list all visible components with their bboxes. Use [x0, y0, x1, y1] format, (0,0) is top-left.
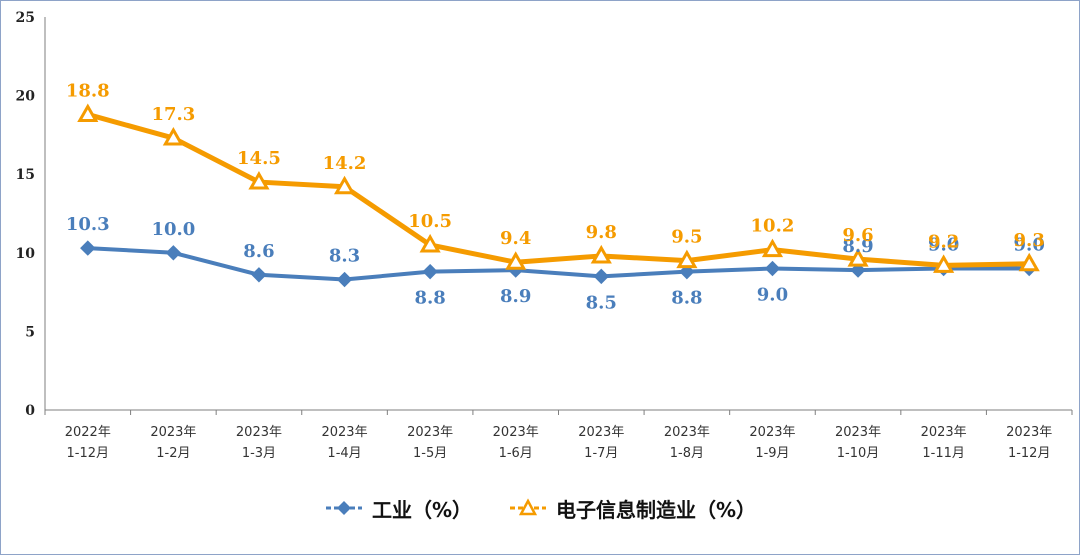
industry-point-marker [764, 260, 781, 277]
x-tick-label-year: 2023年 [493, 425, 539, 440]
x-tick-label-year: 2023年 [150, 425, 196, 440]
industry-data-label: 8.5 [586, 292, 617, 313]
industry-data-label: 8.8 [414, 288, 445, 309]
industry-point-marker [422, 263, 438, 280]
y-tick-label: 10 [16, 246, 36, 262]
x-tick-label-period: 1-5月 [413, 446, 447, 461]
series-layer [77, 103, 1040, 288]
electronics-data-label: 14.2 [323, 153, 367, 174]
x-tick-label-year: 2023年 [921, 425, 967, 440]
electronics-point-marker [333, 175, 356, 195]
legend-label-electronics: 电子信息制造业（%） [556, 497, 757, 522]
electronics-data-label: 18.8 [66, 80, 110, 101]
electronics-data-label: 17.3 [151, 104, 195, 125]
series-line-electronics [87, 112, 1030, 268]
industry-point-marker [679, 263, 695, 280]
industry-point-marker [80, 240, 96, 256]
x-tick-label-period: 1-11月 [922, 446, 965, 461]
industry-point-marker [593, 268, 609, 285]
electronics-point-marker [419, 233, 441, 253]
electronics-point-marker [162, 127, 184, 146]
x-tick-label-year: 2023年 [578, 425, 624, 440]
electronics-data-label: 9.2 [928, 231, 959, 252]
electronics-data-label: 9.8 [586, 222, 617, 243]
blue-diamond-line-icon [325, 501, 362, 515]
industry-data-label: 9.0 [1014, 235, 1045, 256]
x-tick-label-period: 1-9月 [755, 446, 789, 461]
electronics-point-marker [933, 254, 955, 273]
electronics-data-label: 9.5 [671, 227, 702, 248]
electronics-data-label: 10.5 [408, 211, 452, 232]
x-tick-label-period: 1-12月 [1008, 446, 1051, 461]
electronics-point-marker [590, 244, 612, 264]
x-tick-label-period: 1-7月 [584, 446, 618, 461]
legend-item-industry: 工业（%） [324, 494, 472, 523]
industry-data-label: 9.0 [757, 285, 788, 306]
x-tick-label-year: 2023年 [749, 425, 795, 440]
industry-data-label: 8.6 [243, 241, 274, 262]
x-axis-ticks: 2022年 1-12月 2023年 1-2月 2023年 1-3月 2023年 1-4月 202… [44, 410, 1073, 461]
data-labels: 10.3 10.0 8.6 8.3 8.8 8.9 8.5 8.8 9.0 8.9 9.0 9.0 18… [66, 80, 1045, 313]
series-line-industry [87, 246, 1030, 282]
industry-data-label: 8.9 [500, 286, 531, 307]
y-tick-label: 25 [16, 10, 35, 26]
x-tick-label-year: 2022年 [65, 425, 111, 440]
y-axis-ticks: 0 5 10 15 20 25 [16, 10, 36, 419]
electronics-point-marker [248, 171, 270, 190]
legend: 工业（%） 电子信息制造业（%） [0, 490, 1080, 526]
x-tick-label-period: 1-3月 [242, 446, 276, 461]
industry-point-marker [251, 267, 267, 283]
electronics-point-marker [77, 103, 99, 122]
x-tick-label-period: 1-2月 [156, 446, 190, 461]
y-tick-label: 20 [16, 89, 36, 105]
electronics-point-marker [1018, 252, 1040, 272]
x-tick-label-period: 1-8月 [670, 446, 704, 461]
industry-data-label: 8.3 [329, 246, 360, 267]
electronics-data-label: 9.6 [842, 225, 873, 246]
x-tick-label-year: 2023年 [407, 425, 453, 440]
electronics-data-label: 10.2 [751, 216, 795, 237]
industry-data-label: 9.0 [928, 235, 959, 256]
x-tick-label-year: 2023年 [664, 425, 710, 440]
industry-point-marker [850, 262, 866, 278]
y-tick-label: 5 [25, 324, 35, 340]
orange-triangle-line-icon [510, 498, 546, 516]
x-tick-label-year: 2023年 [321, 425, 367, 440]
electronics-point-marker [847, 248, 869, 267]
electronics-point-marker [761, 238, 784, 258]
legend-label-industry: 工业（%） [371, 497, 472, 522]
x-tick-label-period: 1-12月 [67, 446, 110, 461]
industry-data-label: 8.8 [671, 288, 702, 309]
x-tick-label-year: 2023年 [835, 425, 881, 440]
electronics-data-label: 9.3 [1014, 230, 1045, 251]
industry-point-marker [165, 245, 182, 261]
industry-point-marker [336, 271, 353, 288]
industry-data-label: 10.0 [151, 219, 195, 240]
industry-data-label: 8.9 [842, 236, 873, 257]
x-tick-label-period: 1-10月 [837, 446, 880, 461]
x-tick-label-year: 2023年 [236, 425, 282, 440]
electronics-data-label: 9.4 [500, 228, 531, 249]
y-tick-label: 0 [25, 403, 35, 419]
electronics-point-marker [505, 251, 527, 270]
industry-data-label: 10.3 [66, 214, 110, 235]
x-tick-label-period: 1-4月 [327, 446, 361, 461]
legend-item-electronics: 电子信息制造业（%） [508, 494, 756, 523]
x-tick-label-period: 1-6月 [499, 446, 533, 461]
electronics-point-marker [676, 249, 698, 269]
x-tick-label-year: 2023年 [1006, 425, 1052, 440]
electronics-data-label: 14.5 [237, 148, 281, 169]
y-tick-label: 15 [16, 167, 35, 183]
